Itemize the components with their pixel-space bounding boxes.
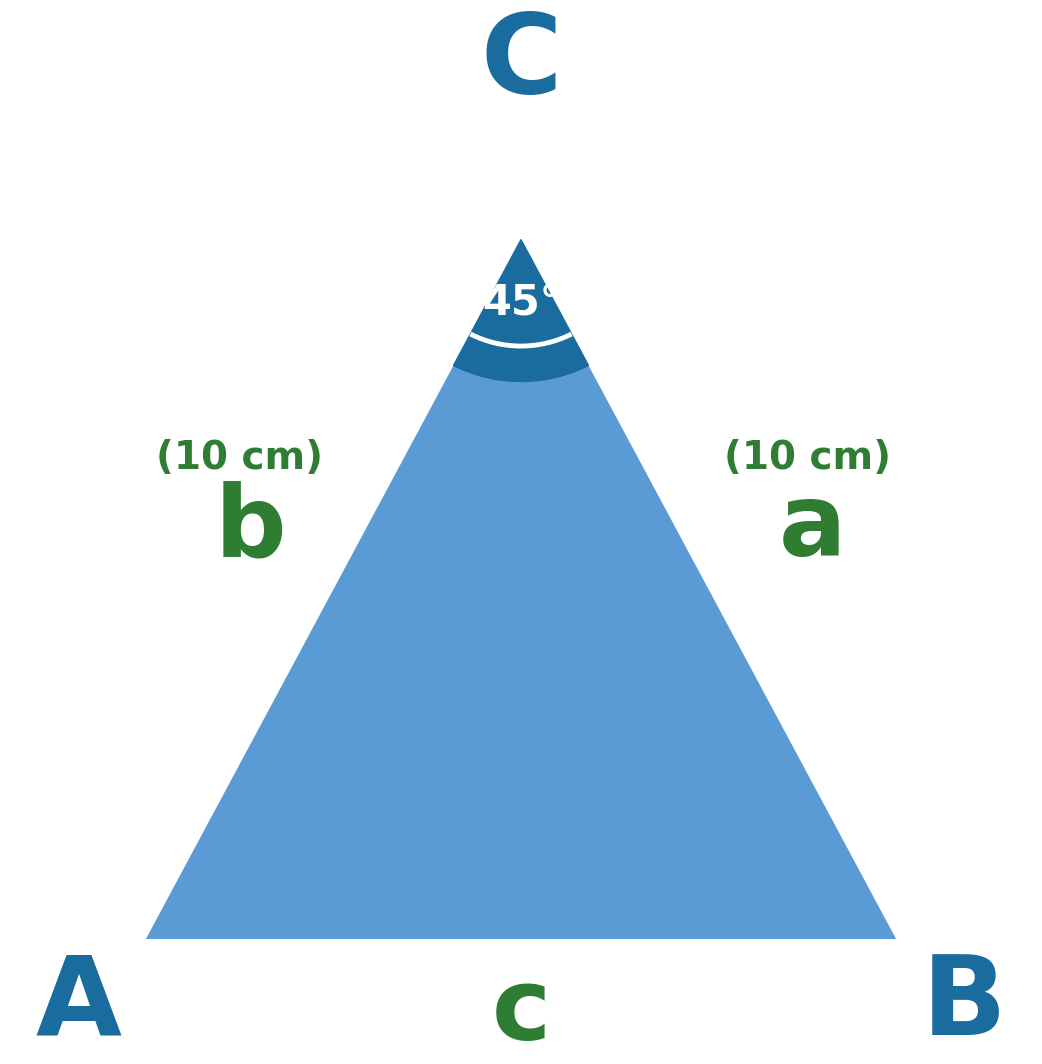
Text: B: B [921, 951, 1007, 1059]
Text: (10 cm): (10 cm) [156, 438, 323, 477]
Text: (10 cm): (10 cm) [724, 438, 891, 477]
Polygon shape [146, 239, 896, 940]
Text: c: c [492, 964, 550, 1061]
Text: a: a [779, 480, 846, 577]
Text: C: C [480, 9, 562, 116]
Text: b: b [215, 480, 286, 577]
Text: 45°: 45° [481, 282, 561, 323]
Wedge shape [453, 239, 589, 382]
Text: A: A [35, 951, 121, 1059]
